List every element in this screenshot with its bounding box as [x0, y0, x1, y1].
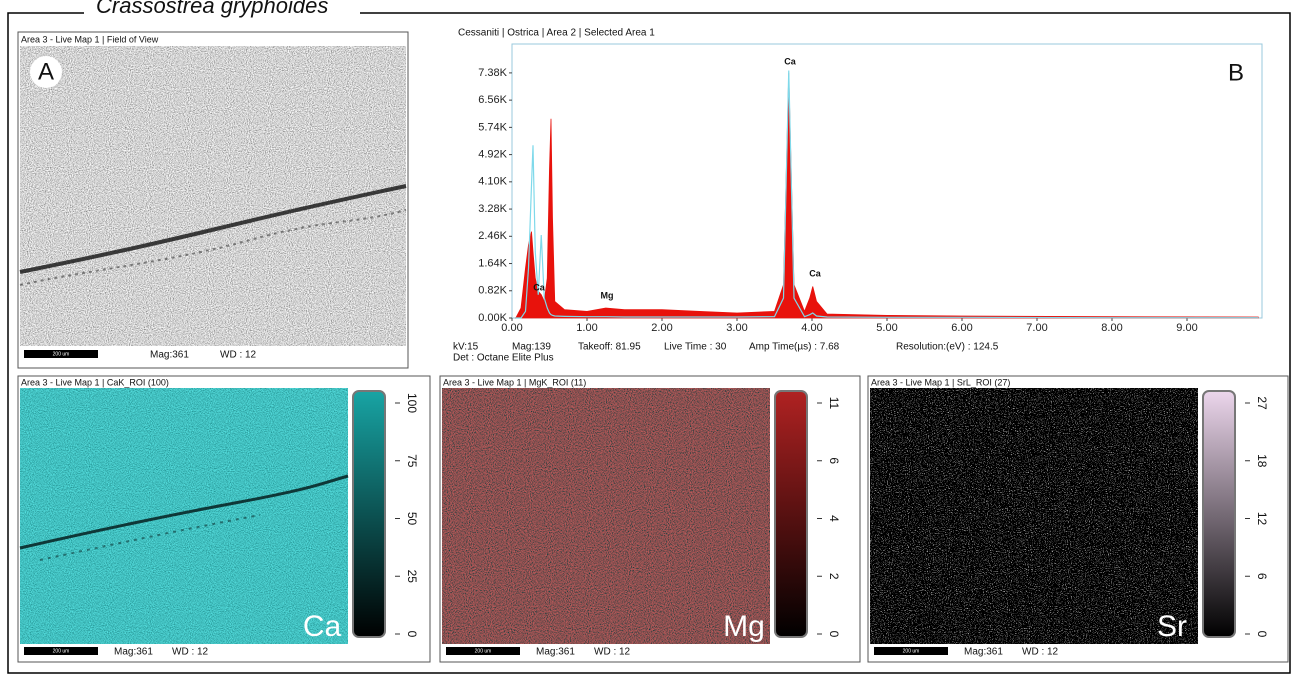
map-image: [442, 388, 770, 644]
map-header: Area 3 - Live Map 1 | SrL_ROI (27): [871, 377, 1010, 387]
mag: Mag:361: [964, 647, 1003, 658]
peak-label: Ca: [809, 268, 821, 278]
map-image: [870, 388, 1198, 644]
colorbar-label: 6: [1255, 573, 1269, 580]
map-header: Area 3 - Live Map 1 | MgK_ROI (11): [443, 377, 586, 387]
crack: [39, 514, 261, 561]
peak-label: Mg: [601, 290, 614, 300]
crack: [19, 474, 349, 550]
mag: Mag:361: [536, 647, 575, 658]
colorbar-label: 0: [827, 631, 841, 638]
colorbar-label: 4: [827, 515, 841, 522]
acq-param: Takeoff: 81.95: [578, 342, 641, 353]
scale-bar: [24, 350, 98, 358]
colorbar-label: 2: [827, 573, 841, 580]
scale-label: 200 um: [903, 648, 920, 654]
wd: WD : 12: [220, 350, 257, 361]
x-tick-label: 8.00: [1101, 322, 1122, 334]
letter-badge: [30, 56, 62, 88]
y-tick-label: 5.74K: [478, 121, 507, 133]
colorbar: [352, 390, 386, 638]
crack: [19, 184, 407, 274]
colorbar-label: 11: [827, 397, 841, 410]
wd: WD : 12: [172, 647, 209, 658]
acq-param: Live Time : 30: [664, 342, 727, 353]
colorbar-label: 75: [405, 454, 419, 468]
peak-label: Ca: [784, 56, 796, 66]
y-tick-label: 4.92K: [478, 149, 507, 161]
panel-letter: B: [1228, 59, 1244, 86]
x-tick-label: 1.00: [576, 322, 597, 334]
scale-label: 200 um: [53, 648, 70, 654]
y-tick-label: 2.46K: [478, 230, 507, 242]
detector: Det : Octane Elite Plus: [453, 353, 554, 364]
mag: Mag:361: [150, 350, 189, 361]
frame: [7, 12, 1291, 674]
y-tick-label: 1.64K: [478, 257, 507, 269]
acq-param: Mag:139: [512, 342, 551, 353]
colorbar-label: 0: [405, 631, 419, 638]
x-tick-label: 4.00: [801, 322, 822, 334]
x-tick-label: 5.00: [876, 322, 897, 334]
y-tick-label: 6.56K: [478, 94, 507, 106]
spectrum-line: [515, 70, 1259, 319]
x-tick-label: 9.00: [1176, 322, 1197, 334]
scale-bar: [446, 647, 520, 655]
y-tick-label: 4.10K: [478, 176, 507, 188]
spectrum-area: [515, 72, 1259, 319]
scale-bar: [874, 647, 948, 655]
x-tick-label: 2.00: [651, 322, 672, 334]
scale-label: 200 um: [53, 351, 70, 357]
sem-image: [20, 46, 406, 346]
scale-bar: [24, 647, 98, 655]
y-tick-label: 0.00K: [478, 312, 507, 324]
acq-param: Resolution:(eV) : 124.5: [896, 342, 999, 353]
colorbar-label: 50: [405, 512, 419, 526]
figure-title: Crassostrea gryphoides: [96, 0, 328, 18]
element-label: Ca: [303, 610, 342, 643]
y-tick-label: 3.28K: [478, 203, 507, 215]
colorbar-label: 18: [1255, 454, 1269, 468]
y-tick-label: 7.38K: [478, 67, 507, 79]
spectrum-header: Cessaniti | Ostrica | Area 2 | Selected …: [458, 28, 655, 39]
wd: WD : 12: [594, 647, 631, 658]
x-tick-label: 3.00: [726, 322, 747, 334]
colorbar-label: 25: [405, 570, 419, 584]
wd: WD : 12: [1022, 647, 1059, 658]
peak-label: Ca: [533, 282, 545, 292]
x-tick-label: 7.00: [1026, 322, 1047, 334]
mag: Mag:361: [114, 647, 153, 658]
colorbar: [774, 390, 808, 638]
title-gap: [84, 0, 360, 20]
scale-label: 200 um: [475, 648, 492, 654]
element-label: Sr: [1157, 610, 1187, 643]
element-label: Mg: [723, 610, 765, 643]
colorbar-label: 6: [827, 457, 841, 464]
colorbar-label: 12: [1255, 512, 1269, 526]
colorbar: [1202, 390, 1236, 638]
map-header: Area 3 - Live Map 1 | CaK_ROI (100): [21, 377, 169, 387]
acq-param: Amp Time(µs) : 7.68: [749, 342, 840, 353]
colorbar-label: 0: [1255, 631, 1269, 638]
x-tick-label: 0.00: [501, 322, 522, 334]
panel-letter: A: [38, 58, 54, 85]
colorbar-label: 27: [1255, 396, 1269, 410]
plot-area: [511, 43, 1263, 319]
y-tick-label: 0.82K: [478, 285, 507, 297]
acq-param: kV:15: [453, 342, 479, 353]
crack: [19, 209, 407, 286]
panel-header: Area 3 - Live Map 1 | Field of View: [21, 34, 159, 44]
x-tick-label: 6.00: [951, 322, 972, 334]
map-image: [20, 388, 348, 644]
colorbar-label: 100: [405, 393, 419, 413]
